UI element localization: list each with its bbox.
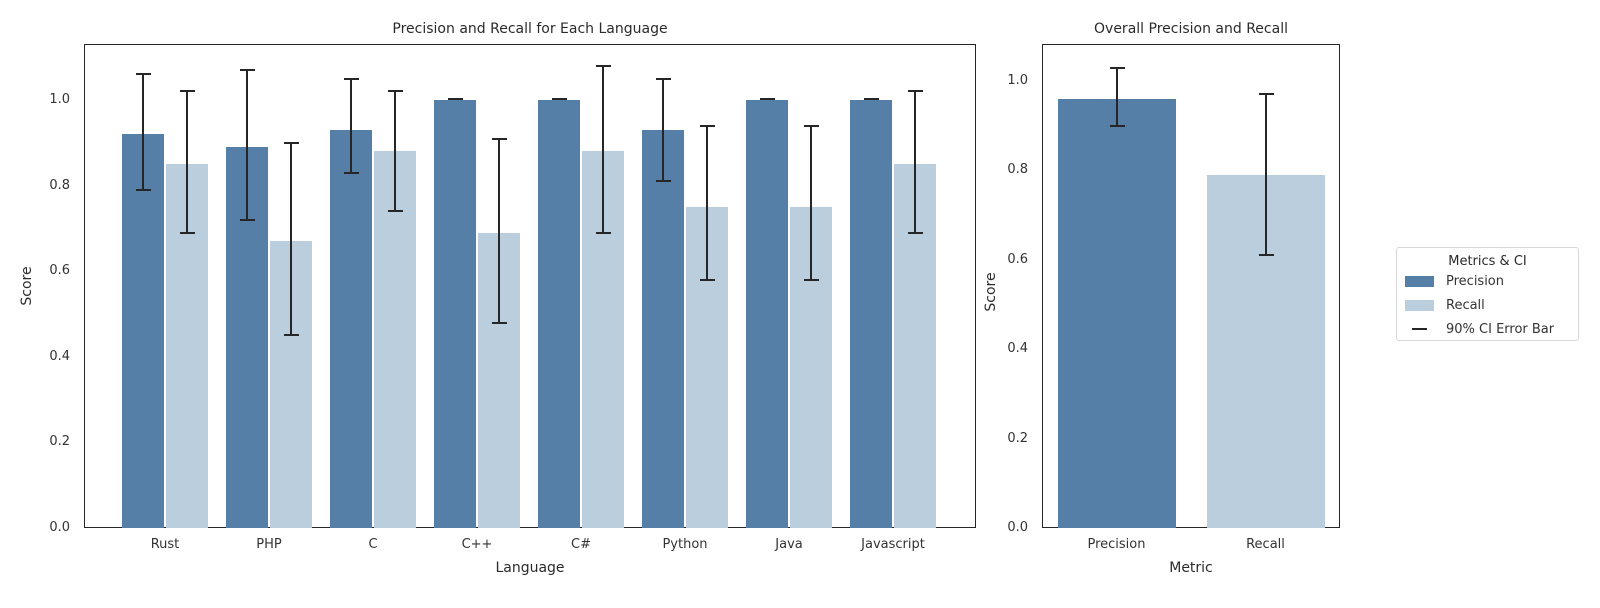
x-tick-label: Recall <box>1246 537 1285 552</box>
bar-recall <box>374 151 416 528</box>
x-tick-label: Rust <box>150 537 180 552</box>
right-chart-title: Overall Precision and Recall <box>1094 21 1288 37</box>
right-x-axis-label: Metric <box>1169 560 1213 576</box>
error-bar-cap-top <box>700 124 715 127</box>
error-bar-cap <box>448 97 463 100</box>
x-tick-label: C++ <box>461 537 493 552</box>
recall-swatch-icon <box>1405 299 1434 311</box>
error-bar-cap-top <box>804 124 819 127</box>
error-bar-cap-bottom <box>908 231 923 234</box>
error-bar-line <box>810 125 812 280</box>
x-tick-label: Javascript <box>861 537 925 552</box>
error-bar-cap-bottom <box>344 171 359 174</box>
y-tick-label: 0.0 <box>49 520 70 535</box>
bar-precision <box>122 134 164 528</box>
legend-item-error-bar: 90% CI Error Bar <box>1397 317 1578 341</box>
y-tick-label: 1.0 <box>1007 73 1028 88</box>
error-bar-line <box>914 91 916 233</box>
error-bar-cap-bottom <box>284 334 299 337</box>
x-tick-label: Java <box>775 537 803 552</box>
error-bar-line <box>394 91 396 212</box>
precision-swatch-icon <box>1405 275 1434 287</box>
right-plot-area: 0.0 0.2 0.4 0.6 0.8 1.0 Precision Recall <box>1007 44 1340 552</box>
legend-item-label: 90% CI Error Bar <box>1446 321 1555 337</box>
bar-precision <box>746 100 788 528</box>
error-bar-cap-bottom <box>700 278 715 281</box>
error-bar-cap-bottom <box>656 180 671 183</box>
error-bar-cap-top <box>596 64 611 67</box>
left-x-axis-label: Language <box>495 560 565 576</box>
legend: Metrics & CI Precision Recall 90% CI Err… <box>1396 247 1579 341</box>
x-tick-label: Python <box>662 537 708 552</box>
error-bar-cap-bottom <box>492 321 507 324</box>
bar-precision <box>434 100 476 528</box>
error-bar-cap <box>760 97 775 100</box>
legend-item-recall: Recall <box>1397 293 1578 317</box>
left-plot-area: 0.0 0.2 0.4 0.6 0.8 1.0 Rust PHP C C++ C# Python Jav… <box>49 44 976 552</box>
error-bar-cap-top <box>656 77 671 80</box>
y-tick-label: 0.0 <box>1007 520 1028 535</box>
y-tick-label: 0.2 <box>49 434 70 450</box>
error-bar-cap-bottom <box>240 218 255 221</box>
y-tick-label: 0.6 <box>49 263 70 279</box>
bar-precision <box>538 100 580 528</box>
left-chart-title: Precision and Recall for Each Language <box>392 21 668 37</box>
x-tick-label: C <box>368 537 378 552</box>
error-bar-cap-bottom <box>136 188 151 191</box>
error-bar-cap-top <box>492 137 507 140</box>
legend-item-precision: Precision <box>1397 269 1578 293</box>
y-tick-label: 0.8 <box>1007 162 1028 178</box>
error-bar-cap-bottom <box>1258 254 1274 257</box>
error-bar-cap <box>552 97 567 100</box>
error-bar-line <box>662 78 664 182</box>
left-plot-frame <box>84 44 976 528</box>
y-tick-label: 0.2 <box>1007 430 1028 446</box>
y-tick-label: 0.8 <box>49 177 70 193</box>
bar-precision <box>850 100 892 528</box>
bar-precision <box>642 129 684 528</box>
y-tick-label: 0.6 <box>1007 251 1028 267</box>
right-y-axis-label: Score <box>983 272 999 312</box>
error-bar-cap-top <box>284 141 299 144</box>
x-tick-label: Precision <box>1087 537 1146 552</box>
error-bar-line <box>1115 67 1118 126</box>
legend-item-label: Recall <box>1446 297 1485 313</box>
error-bar-line-icon <box>1405 324 1434 335</box>
x-tick-label: PHP <box>256 537 282 552</box>
error-bar-cap-top <box>388 90 403 93</box>
error-bar-cap <box>864 97 879 100</box>
error-bar-cap-top <box>1258 93 1274 96</box>
error-bar-cap-top <box>908 90 923 93</box>
error-bar-cap-top <box>240 69 255 72</box>
error-bar-cap-bottom <box>180 231 195 234</box>
error-bar-line <box>498 138 500 323</box>
error-bar-cap-bottom <box>388 210 403 213</box>
error-bar-cap-bottom <box>596 231 611 234</box>
y-tick-label: 0.4 <box>1007 341 1028 357</box>
error-bar-cap-bottom <box>804 278 819 281</box>
y-tick-label: 0.4 <box>49 348 70 364</box>
bar-score <box>1057 98 1176 528</box>
error-bar-line <box>602 65 604 233</box>
error-bar-cap-bottom <box>1109 124 1125 127</box>
error-bar-line <box>142 74 144 190</box>
error-bar-line <box>1264 94 1267 256</box>
error-bar-cap-top <box>344 77 359 80</box>
error-bar-line <box>706 125 708 280</box>
y-tick-label: 1.0 <box>49 92 70 107</box>
error-bar-line <box>186 91 188 233</box>
x-tick-label: C# <box>571 537 591 552</box>
error-bar-line <box>290 142 292 336</box>
error-bar-cap-top <box>136 73 151 76</box>
error-bar-cap-top <box>180 90 195 93</box>
error-bar-line <box>246 70 248 220</box>
error-bar-line <box>350 78 352 173</box>
error-bar-cap-top <box>1109 66 1125 69</box>
bar-precision <box>330 129 372 528</box>
legend-item-label: Precision <box>1446 273 1505 289</box>
legend-title: Metrics & CI <box>1448 254 1527 269</box>
